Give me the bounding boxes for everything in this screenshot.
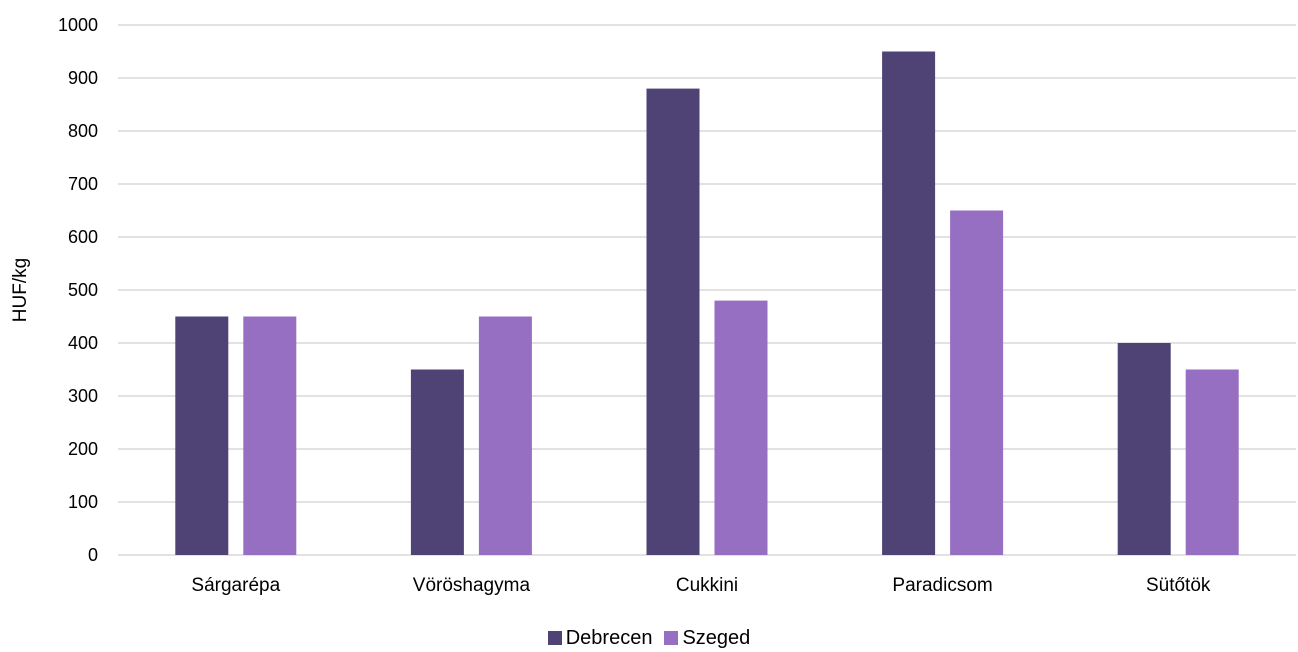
bar-debrecen-4 <box>1117 343 1171 555</box>
y-tick-label: 0 <box>88 545 98 565</box>
y-axis-ticks: 0 100 200 300 400 500 600 700 800 900 1000 <box>58 15 98 565</box>
legend-item-szeged: Szeged <box>664 627 750 650</box>
legend: Debrecen Szeged <box>0 624 1298 652</box>
y-tick-label: 300 <box>68 386 98 406</box>
category-label: Sütőtök <box>1146 575 1211 596</box>
bar-debrecen-2 <box>646 88 700 555</box>
bar-debrecen-1 <box>410 369 464 555</box>
legend-swatch <box>664 631 679 645</box>
category-label: Vöröshagyma <box>413 575 531 596</box>
bar-debrecen-0 <box>175 316 229 555</box>
y-tick-label: 100 <box>68 492 98 512</box>
category-label: Paradicsom <box>892 575 992 596</box>
category-label: Cukkini <box>676 575 738 596</box>
legend-item-debrecen: Debrecen <box>547 626 653 650</box>
y-tick-label: 400 <box>68 333 98 353</box>
bar-szeged-4 <box>1185 369 1239 555</box>
y-tick-label: 500 <box>68 280 98 300</box>
legend-label: Szeged <box>682 626 751 649</box>
y-tick-label: 200 <box>68 439 98 459</box>
x-axis-categories: Sárgarépa Vöröshagyma Cukkini Paradicsom Süt… <box>191 575 1210 596</box>
bars <box>175 51 1239 555</box>
category-label: Sárgarépa <box>191 575 280 596</box>
y-tick-label: 1000 <box>58 15 98 35</box>
legend-label: Debrecen <box>565 626 653 649</box>
bar-debrecen-3 <box>882 51 936 555</box>
bar-chart: 0 100 200 300 400 500 600 700 800 900 1000 Sárgaré… <box>10 15 1296 596</box>
y-axis-label: HUF/kg <box>10 258 31 322</box>
gridlines <box>118 24 1296 556</box>
bar-szeged-2 <box>714 300 768 555</box>
y-tick-label: 700 <box>68 174 98 194</box>
y-tick-label: 800 <box>68 121 98 141</box>
y-tick-label: 900 <box>68 68 98 88</box>
bar-szeged-3 <box>950 210 1004 555</box>
y-tick-label: 600 <box>68 227 98 247</box>
bar-szeged-0 <box>243 316 297 555</box>
legend-swatch <box>547 631 562 645</box>
bar-szeged-1 <box>478 316 532 555</box>
